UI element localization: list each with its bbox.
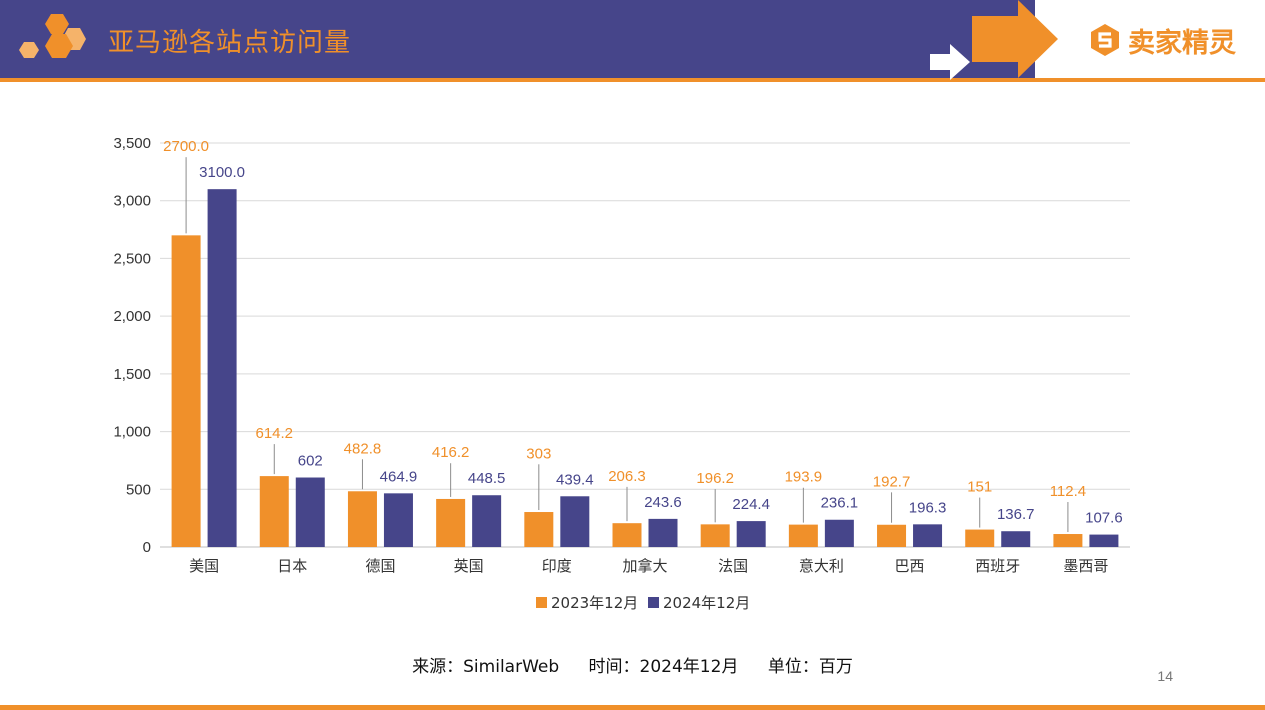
bar-2024-5 (648, 518, 678, 547)
x-category-label: 美国 (189, 557, 219, 575)
legend-label-2023: 2023年12月 (551, 594, 638, 612)
page-number: 14 (1157, 668, 1173, 684)
header-band (0, 0, 1035, 78)
brand-logo-icon (1091, 24, 1119, 56)
data-label-2023: 206.3 (608, 468, 646, 485)
legend-swatch-2024 (648, 597, 659, 608)
bar-2023-0 (171, 235, 201, 548)
data-label-2024: 439.4 (556, 471, 594, 488)
bar-2024-1 (295, 477, 325, 547)
data-label-2024: 196.3 (909, 499, 947, 516)
bar-2024-6 (736, 521, 766, 547)
y-tick-label: 1,500 (113, 366, 151, 383)
bar-2024-8 (913, 524, 943, 547)
source-text: 来源：SimilarWeb (412, 657, 560, 677)
data-label-2023: 192.7 (873, 473, 911, 490)
legend-label-2024: 2024年12月 (663, 594, 750, 612)
data-label-2024: 107.6 (1085, 510, 1123, 527)
page-title: 亚马逊各站点访问量 (108, 28, 352, 58)
hexagon-cluster-icon (19, 14, 86, 58)
source-note: 来源：SimilarWeb 时间：2024年12月 单位：百万 (0, 652, 1265, 677)
bar-2024-3 (472, 495, 502, 547)
bar-2023-8 (877, 524, 907, 547)
bar-2024-9 (1001, 531, 1031, 547)
bar-2023-9 (965, 529, 995, 547)
bar-2024-7 (824, 519, 854, 547)
unit-text: 单位：百万 (767, 657, 853, 677)
x-category-label: 日本 (277, 557, 307, 575)
y-tick-label: 2,000 (113, 308, 151, 325)
header: 亚马逊各站点访问量 卖家精灵 (0, 0, 1265, 82)
data-label-2023: 2700.0 (163, 138, 209, 155)
bar-2023-3 (436, 498, 466, 547)
x-category-label: 加拿大 (622, 557, 667, 575)
data-label-2023: 112.4 (1050, 483, 1086, 500)
legend-swatch-2023 (536, 597, 547, 608)
data-label-2024: 448.5 (468, 470, 506, 487)
y-tick-label: 500 (126, 481, 151, 498)
x-category-label: 墨西哥 (1063, 557, 1108, 575)
data-label-2023: 416.2 (432, 444, 470, 461)
bar-2023-7 (788, 524, 818, 547)
y-tick-label: 3,500 (113, 135, 151, 152)
bar-2024-4 (560, 496, 590, 547)
x-category-label: 德国 (365, 557, 395, 575)
data-label-2024: 243.6 (644, 494, 682, 511)
bar-2023-6 (700, 524, 730, 547)
bar-2023-1 (259, 476, 289, 547)
brand-name: 卖家精灵 (1128, 27, 1236, 59)
x-category-label: 意大利 (799, 557, 844, 575)
x-category-label: 西班牙 (975, 557, 1020, 575)
arrow-right-icon (972, 0, 1058, 78)
brand-logo: 卖家精灵 (1088, 20, 1236, 60)
time-text: 时间：2024年12月 (588, 657, 739, 677)
data-label-2024: 602 (298, 453, 323, 470)
bar-2023-2 (347, 491, 377, 547)
y-tick-label: 1,000 (113, 424, 151, 441)
data-label-2024: 224.4 (732, 496, 770, 513)
y-tick-label: 2,500 (113, 250, 151, 267)
bar-chart: 0 500 1,000 1,500 2,000 2,500 3,000 3,500 2700.0… (113, 135, 1130, 612)
bar-2024-2 (383, 493, 413, 547)
x-category-label: 法国 (718, 557, 748, 575)
y-tick-label: 3,000 (113, 193, 151, 210)
y-tick-label: 0 (143, 539, 151, 556)
bar-2023-4 (524, 512, 554, 547)
data-label-2024: 3100.0 (199, 164, 245, 181)
data-label-2023: 303 (526, 445, 551, 462)
data-label-2024: 464.9 (380, 468, 418, 485)
data-label-2024: 236.1 (821, 495, 859, 512)
data-label-2023: 482.8 (344, 440, 382, 457)
x-category-label: 英国 (454, 557, 484, 575)
x-category-label: 印度 (542, 557, 572, 575)
data-label-2023: 614.2 (255, 425, 293, 442)
header-divider (0, 78, 1265, 82)
bar-2024-10 (1089, 534, 1119, 547)
x-category-label: 巴西 (895, 557, 925, 575)
bar-2023-5 (612, 523, 642, 547)
bar-2023-10 (1053, 534, 1083, 547)
data-label-2024: 136.7 (997, 506, 1035, 523)
small-arrow-right-icon (930, 44, 970, 80)
data-label-2023: 196.2 (696, 470, 734, 487)
bottom-divider (0, 705, 1265, 710)
data-label-2023: 193.9 (785, 469, 823, 486)
bar-2024-0 (207, 189, 237, 547)
data-label-2023: 151 (967, 479, 992, 496)
